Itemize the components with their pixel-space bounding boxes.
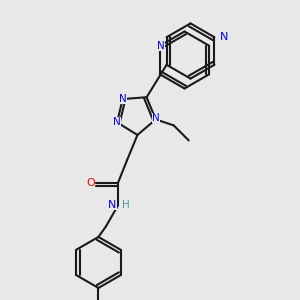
Text: O: O xyxy=(87,178,95,188)
Text: N: N xyxy=(220,32,228,42)
Text: N: N xyxy=(108,200,117,210)
Text: N: N xyxy=(119,94,127,104)
Text: N: N xyxy=(158,41,165,51)
Text: N: N xyxy=(152,113,160,123)
Text: H: H xyxy=(122,200,129,210)
Text: N: N xyxy=(113,117,121,128)
